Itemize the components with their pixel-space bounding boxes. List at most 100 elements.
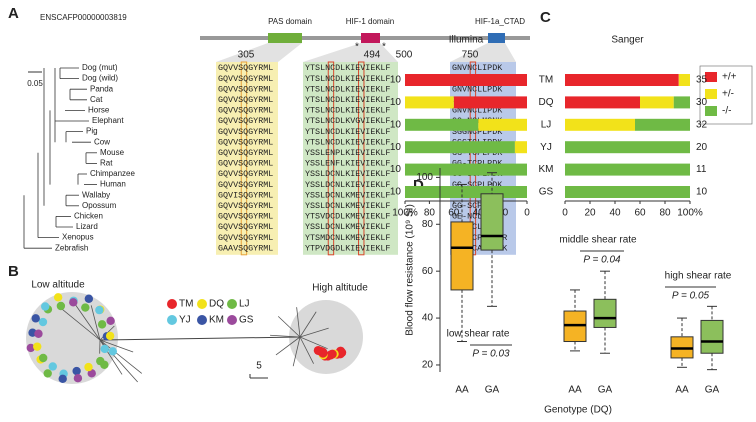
sample-size: 10 (390, 142, 402, 153)
legend-swatch (705, 89, 717, 99)
zoom-funnel (216, 43, 302, 62)
tree-branch (299, 336, 314, 364)
sequence: YTSVDCDLKMEVIEKLF (305, 212, 390, 222)
sample-dot (73, 374, 83, 383)
bar-segment (514, 141, 527, 154)
bar-segment (565, 74, 679, 86)
legend-box (699, 65, 753, 125)
sample-dot (81, 303, 90, 312)
species-name: Dog (wild) (82, 74, 118, 83)
legend-label: +/- (722, 89, 734, 100)
species-name: Chicken (74, 212, 103, 221)
sample-dot (72, 366, 81, 376)
sequence: GNVNCLIPDK (452, 63, 503, 73)
species-name: Chimpanzee (90, 169, 135, 178)
sample-dot (105, 331, 115, 341)
species-name: Rat (100, 159, 113, 168)
sequence: GQVVSQGYRML (218, 180, 273, 190)
sample-size: 35 (696, 75, 708, 86)
bar-segment (565, 96, 640, 109)
species-name: Pig (86, 127, 98, 136)
bar-segment (405, 141, 515, 154)
sequence: YSSLENPLKIEVIEKLF (305, 148, 390, 158)
sample-size: 20 (696, 142, 708, 153)
bar-segment (635, 118, 690, 131)
sequence: GS-SCPLVAER (452, 233, 507, 243)
sequence: GNVNCLIPDK (452, 106, 503, 116)
alignment-block (303, 62, 398, 255)
sample-dot (96, 356, 105, 366)
scale-label: 5 (256, 361, 262, 372)
position-label: 494 (364, 50, 381, 61)
sequence: GNVNCLLPDK (452, 84, 503, 94)
species-name: Horse (88, 106, 110, 115)
legend-swatch (227, 299, 237, 309)
x-tick-label: 40 (473, 208, 485, 219)
sequence: YTPVDGDLKIEVIEKLF (305, 243, 390, 253)
domain (268, 33, 302, 43)
bar-segment (478, 118, 527, 131)
legend-swatch (167, 315, 177, 325)
panel-label: C (540, 9, 551, 26)
legend-swatch (197, 315, 207, 325)
sample-dot (58, 374, 67, 384)
bar-segment (565, 186, 690, 198)
sequence: GQVVSQGYRML (218, 116, 273, 126)
category-label: GS (539, 187, 554, 198)
bar-segment (405, 96, 454, 109)
tree-branch (277, 316, 301, 338)
sequence: YTSLNCDLKVGVIEKLF (305, 116, 390, 126)
y-tick-label: 60 (422, 266, 434, 277)
sequence: GE-NCLLLTK (452, 212, 503, 222)
species-name: Cow (94, 137, 110, 146)
legend-label: +/+ (722, 72, 737, 83)
species-name: Elephant (92, 116, 124, 125)
p-value: P = 0.05 (672, 291, 710, 302)
position-label: 750 (462, 50, 479, 61)
species-name: Lizard (76, 222, 98, 231)
asterisk: * (355, 42, 359, 53)
sequence: GQVVSQGYRML (218, 233, 273, 243)
tree-branch (299, 311, 317, 338)
annotation: high shear rate (665, 271, 732, 282)
sequence: GG-SCPLPEK (452, 201, 503, 211)
p-value: P = 0.03 (472, 349, 510, 360)
scale-label: 0.05 (27, 79, 43, 88)
legend-label: KM (209, 315, 224, 326)
highlight-column (327, 61, 335, 256)
sequence: YTSLNCDLKIEVIEKLF (305, 95, 390, 105)
y-tick-label: 40 (422, 313, 434, 324)
legend-label: LJ (239, 299, 250, 310)
legend-label: -/- (722, 106, 731, 117)
y-tick-label: 100 (416, 172, 433, 183)
bar-segment (405, 74, 527, 86)
position-label: 305 (238, 50, 255, 61)
species-name: Dog (mut) (82, 63, 118, 72)
sample-size: 10 (390, 97, 402, 108)
box (700, 319, 724, 354)
sequence: GQVVSQGYRML (218, 127, 273, 137)
x-tick-label: GA (485, 385, 500, 396)
sequence: -HESCAVMERK (452, 243, 508, 253)
domain (488, 33, 505, 43)
sample-dot (84, 294, 94, 303)
panel-label: A (8, 5, 19, 22)
sample-dot (87, 369, 96, 378)
sequence: GQVVSQGYRML (218, 159, 273, 169)
sequence: YSSLDCNLKMEVIEKLF (305, 201, 390, 211)
cluster-bg (26, 292, 118, 384)
sample-size: 10 (390, 164, 402, 175)
sequence: GQVVSQGYRML (218, 95, 273, 105)
sample-dot (33, 342, 42, 351)
sequence: GQVVSQGYRML (218, 212, 273, 222)
chart-title: Sanger (611, 35, 644, 46)
x-tick-label: 20 (584, 208, 596, 219)
sample-size: 32 (696, 119, 708, 130)
tree-branch (90, 305, 101, 341)
p-value: P = 0.04 (583, 255, 621, 266)
bar-segment (673, 96, 690, 109)
sequence: YSSLDCNLKMEVIEKLF (305, 190, 390, 200)
tree-branch (270, 334, 301, 338)
category-label: LJ (541, 119, 552, 130)
category-label: TM (539, 75, 553, 86)
